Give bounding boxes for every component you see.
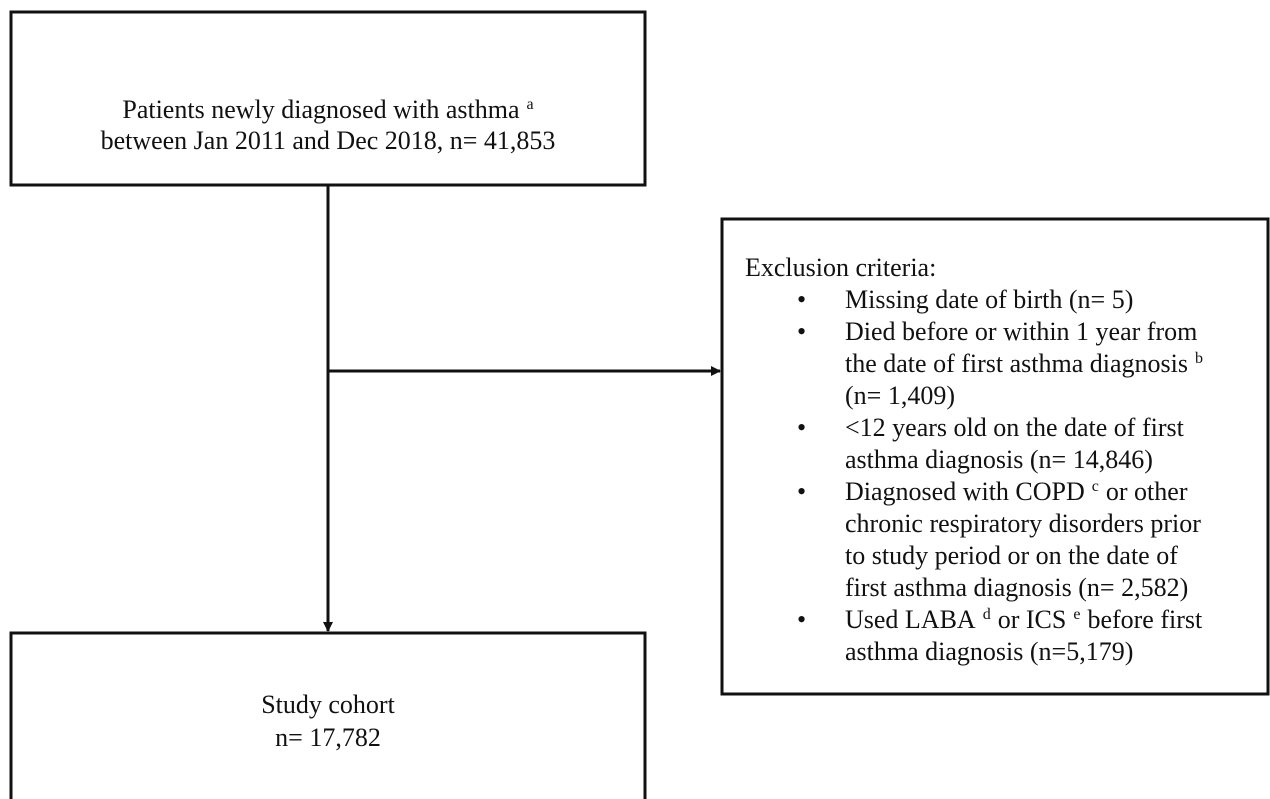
bullet: • [797, 605, 806, 634]
text-segment: first asthma diagnosis (n= 2,582) [845, 573, 1188, 602]
text-line: first asthma diagnosis (n= 2,582) [845, 573, 1188, 602]
text-segment: Patients newly diagnosed with asthma [122, 95, 520, 124]
text-segment: Missing date of birth (n= 5) [845, 285, 1133, 314]
text-segment: chronic respiratory disorders prior [845, 509, 1201, 538]
text-segment: the date of first asthma diagnosis [845, 349, 1188, 378]
bullet: • [797, 413, 806, 442]
text-line: Died before or within 1 year from [845, 317, 1197, 346]
text-segment: Diagnosed with COPD [845, 477, 1085, 506]
text-segment: to study period or on the date of [845, 541, 1178, 570]
top-box [9, 10, 647, 187]
text-line: chronic respiratory disorders prior [845, 509, 1201, 538]
text-segment: Used LABA [845, 605, 976, 634]
text-segment: or other [1106, 477, 1188, 506]
text-line: Patients newly diagnosed with asthma a [122, 95, 533, 124]
bullet: • [797, 477, 806, 506]
text-line: asthma diagnosis (n=5,179) [845, 637, 1133, 666]
text-line: n= 17,782 [275, 723, 381, 752]
text-segment: Died before or within 1 year from [845, 317, 1197, 346]
text-line: <12 years old on the date of first [845, 413, 1185, 442]
text-segment: asthma diagnosis (n=5,179) [845, 637, 1133, 666]
bullet: • [797, 285, 806, 314]
text-line: between Jan 2011 and Dec 2018, n= 41,853 [101, 126, 556, 155]
text-segment: <12 years old on the date of first [845, 413, 1185, 442]
exclusion-heading: Exclusion criteria: [745, 253, 936, 282]
text-segment: between Jan 2011 and Dec 2018, n= 41,853 [101, 126, 556, 155]
text-segment: before first [1087, 605, 1203, 634]
superscript: b [1195, 350, 1203, 367]
superscript: e [1073, 606, 1080, 623]
exclusion-box [720, 217, 1270, 696]
text-segment: asthma diagnosis (n= 14,846) [845, 445, 1153, 474]
superscript: c [1092, 478, 1099, 495]
text-line: Study cohort [261, 690, 395, 719]
text-segment: or ICS [998, 605, 1067, 634]
bullet: • [797, 317, 806, 346]
superscript: d [983, 606, 991, 623]
text-line: the date of first asthma diagnosis b [845, 349, 1203, 378]
text-segment: n= 17,782 [275, 723, 381, 752]
text-line: (n= 1,409) [845, 381, 955, 410]
text-line: asthma diagnosis (n= 14,846) [845, 445, 1153, 474]
text-line: to study period or on the date of [845, 541, 1178, 570]
superscript: a [527, 96, 534, 113]
text-line: Used LABA d or ICS e before first [845, 605, 1203, 634]
bottom-box [9, 631, 647, 799]
text-segment: Study cohort [261, 690, 395, 719]
text-line: Missing date of birth (n= 5) [845, 285, 1133, 314]
text-segment: (n= 1,409) [845, 381, 955, 410]
text-line: Diagnosed with COPD c or other [845, 477, 1188, 506]
